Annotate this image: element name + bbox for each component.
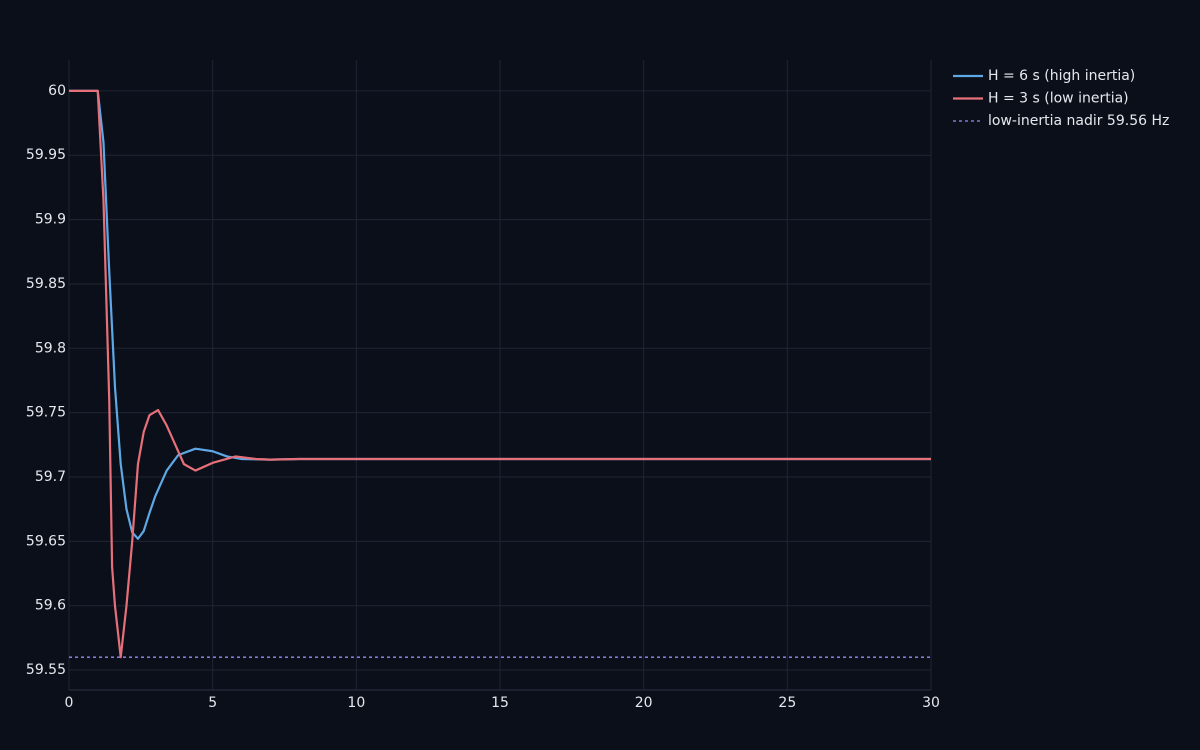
y-tick-label: 59.85 [26, 276, 66, 292]
y-tick-label: 59.55 [26, 662, 66, 678]
x-tick-label: 15 [491, 695, 509, 711]
line [69, 89, 931, 659]
x-tick-label: 10 [347, 695, 365, 711]
y-tick-label: 59.8 [35, 340, 66, 356]
y-tick-label: 59.7 [35, 469, 66, 485]
x-tick-label: 25 [778, 695, 796, 711]
y-tick-label: 59.65 [26, 533, 66, 549]
y-tick-label: 59.6 [35, 598, 66, 614]
y-tick-label: 60 [48, 83, 66, 99]
y-tick-label: 59.75 [26, 405, 66, 421]
y-tick-label: 59.95 [26, 147, 66, 163]
y-tick-label: 59.9 [35, 212, 66, 228]
x-tick-label: 30 [922, 695, 940, 711]
x-tick-label: 5 [208, 695, 217, 711]
x-tick-label: 0 [65, 695, 74, 711]
x-tick-label: 20 [635, 695, 653, 711]
legend-label: H = 6 s (high inertia) [988, 68, 1135, 84]
legend-label: H = 3 s (low inertia) [988, 91, 1129, 107]
legend-label: low-inertia nadir 59.56 Hz [988, 113, 1169, 129]
